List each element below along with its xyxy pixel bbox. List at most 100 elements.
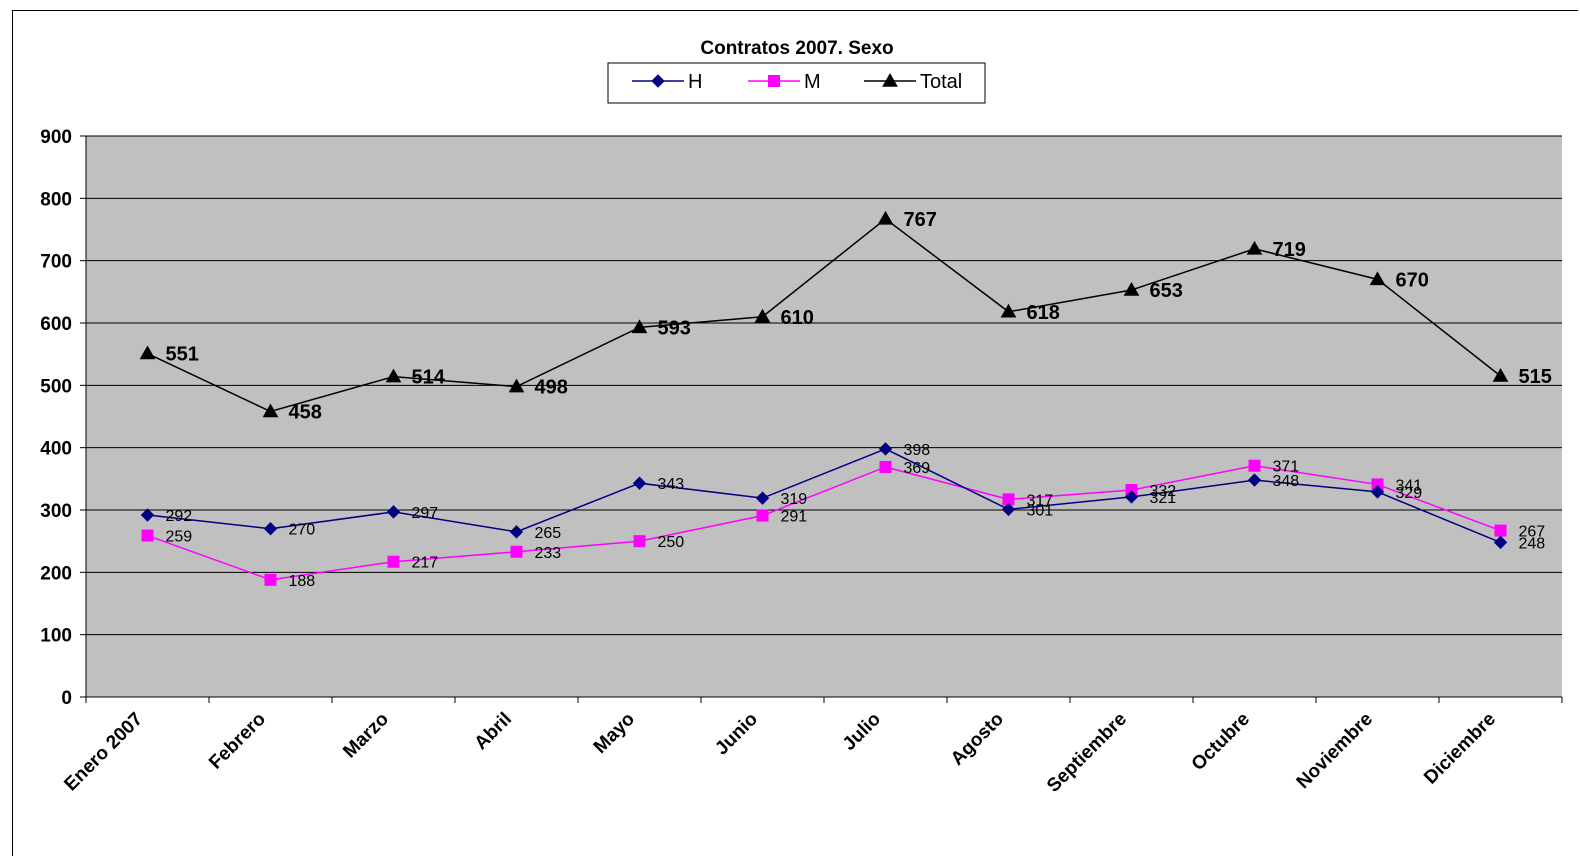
data-label-total: 610: [781, 307, 814, 329]
y-tick-label: 200: [40, 563, 72, 584]
chart-frame: [12, 10, 1578, 856]
marker-total: [877, 210, 894, 225]
legend: H M Total: [607, 62, 986, 104]
y-tick-label: 900: [40, 127, 72, 148]
marker-h: [1124, 490, 1139, 504]
data-label-total: 653: [1150, 280, 1183, 302]
marker-h: [1370, 485, 1385, 499]
data-label-m: 291: [781, 509, 808, 526]
y-tick-label: 100: [40, 626, 72, 647]
marker-h: [263, 521, 278, 536]
data-label-h: 248: [1519, 535, 1546, 552]
data-label-m: 217: [412, 555, 439, 572]
data-label-total: 515: [1519, 366, 1552, 388]
legend-marker-total: [882, 72, 898, 87]
data-label-m: 369: [904, 460, 931, 477]
data-label-total: 719: [1273, 239, 1306, 261]
x-tick-label: Diciembre: [1420, 709, 1500, 789]
data-label-m: 188: [289, 573, 316, 590]
data-label-m: 371: [1273, 459, 1300, 476]
x-tick-label: Mayo: [590, 709, 639, 758]
y-tick-label: 700: [40, 252, 72, 273]
data-label-m: 317: [1027, 492, 1054, 509]
marker-total: [1492, 367, 1509, 382]
data-label-m: 332: [1150, 483, 1177, 500]
marker-total: [262, 403, 279, 418]
series-line-h: [147, 448, 1501, 544]
data-label-h: 319: [781, 491, 808, 508]
data-label-m: 267: [1519, 524, 1546, 541]
data-label-h: 270: [289, 522, 316, 539]
data-label-m: 250: [658, 534, 685, 551]
y-tick-label: 600: [40, 314, 72, 335]
legend-label-h: H: [688, 71, 702, 93]
data-label-h: 321: [1150, 490, 1177, 507]
data-label-h: 292: [166, 508, 193, 525]
y-tick-label: 500: [40, 376, 72, 397]
y-tick-label: 0: [61, 688, 72, 709]
series-line-total: [147, 217, 1501, 413]
marker-m: [1494, 524, 1507, 537]
marker-h: [1001, 502, 1016, 517]
x-tick-label: Abril: [471, 709, 516, 754]
marker-total: [139, 345, 156, 360]
marker-m: [141, 529, 154, 542]
legend-marker-h: [651, 74, 665, 88]
marker-h: [1493, 535, 1508, 550]
marker-total: [1369, 271, 1386, 286]
legend-box: [607, 62, 986, 104]
data-label-m: 341: [1396, 477, 1423, 494]
data-label-total: 618: [1027, 302, 1060, 324]
y-tick-label: 800: [40, 189, 72, 210]
marker-h: [878, 442, 893, 456]
marker-h: [755, 491, 770, 505]
legend-label-m: M: [804, 71, 821, 93]
data-label-total: 498: [535, 377, 568, 399]
y-tick-label: 300: [40, 501, 72, 522]
data-label-total: 593: [658, 317, 691, 339]
marker-total: [754, 308, 771, 323]
data-label-h: 301: [1027, 502, 1054, 519]
x-tick-label: Septiembre: [1043, 709, 1131, 797]
marker-total: [1123, 281, 1140, 296]
data-label-total: 514: [412, 367, 446, 389]
marker-m: [510, 545, 523, 558]
marker-m: [387, 555, 400, 568]
marker-total: [1246, 240, 1263, 255]
chart-title: Contratos 2007. Sexo: [700, 38, 893, 59]
y-tick-label: 400: [40, 439, 72, 460]
data-label-m: 233: [535, 545, 562, 562]
marker-m: [756, 509, 769, 522]
data-label-total: 551: [166, 344, 199, 366]
marker-m: [264, 573, 277, 586]
marker-total: [508, 378, 525, 393]
data-label-total: 670: [1396, 269, 1429, 291]
data-label-total: 767: [904, 209, 937, 231]
x-tick-label: Julio: [839, 709, 885, 755]
marker-h: [632, 476, 647, 490]
marker-m: [879, 460, 892, 473]
legend-marker-m: [768, 75, 780, 87]
data-label-h: 343: [658, 476, 685, 493]
marker-h: [386, 505, 401, 519]
data-label-h: 329: [1396, 485, 1423, 502]
marker-total: [631, 319, 648, 334]
marker-total: [385, 368, 402, 383]
x-tick-label: Febrero: [205, 709, 270, 774]
data-label-h: 348: [1273, 473, 1300, 490]
series-line-m: [147, 464, 1501, 581]
data-label-total: 458: [289, 402, 322, 424]
x-tick-label: Junio: [711, 709, 762, 760]
marker-m: [633, 535, 646, 548]
data-label-h: 398: [904, 442, 931, 459]
marker-h: [140, 508, 155, 522]
x-tick-label: Marzo: [339, 709, 393, 763]
data-label-h: 297: [412, 505, 439, 522]
x-tick-label: Agosto: [947, 709, 1008, 770]
legend-label-total: Total: [920, 71, 962, 93]
data-label-h: 265: [535, 525, 562, 542]
x-tick-label: Octubre: [1188, 709, 1254, 775]
plot-area: [86, 136, 1562, 697]
x-tick-label: Noviembre: [1293, 709, 1377, 793]
